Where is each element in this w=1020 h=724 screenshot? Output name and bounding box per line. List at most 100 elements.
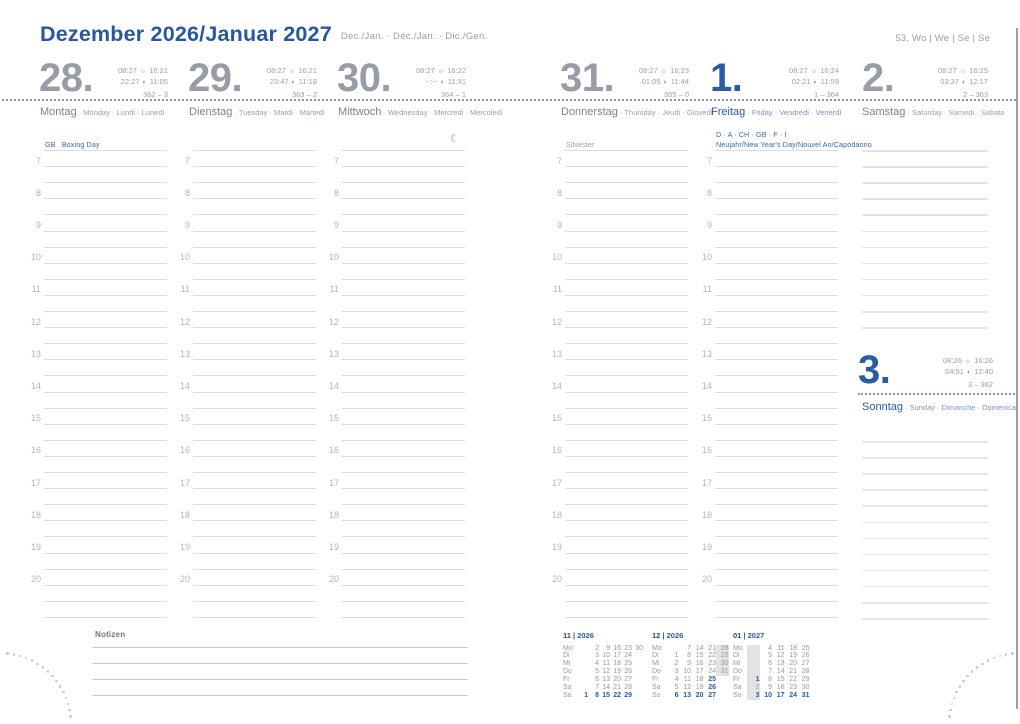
minical-date-cell: 16 xyxy=(776,684,785,691)
hour-rule-line xyxy=(44,391,167,393)
sunrise-time: 08:27 xyxy=(267,66,286,75)
minical-day-label: Fr xyxy=(652,676,659,684)
minical-date-cell: 13 xyxy=(602,676,610,684)
hour-rule-line xyxy=(715,311,838,312)
day-of-year-count: 365 – 0 xyxy=(663,90,689,99)
hour-rule-line xyxy=(565,584,688,586)
hour-rule-line xyxy=(44,616,167,618)
hour-rule-line xyxy=(342,504,465,506)
minical-date-cell xyxy=(577,645,588,653)
weekday-name-intl: · Saturday · Samedi · Sabato xyxy=(907,108,1005,117)
sun-icon: ☼ xyxy=(660,68,668,75)
minical-date-cell xyxy=(716,676,729,684)
hour-label: 20 xyxy=(701,574,712,585)
sunrise-time: 08:27 xyxy=(416,66,435,75)
corner-dot xyxy=(41,666,45,669)
hour-rule-line xyxy=(193,584,316,586)
minical-day-label: Mo xyxy=(652,644,662,652)
hour-rule-line xyxy=(44,375,167,377)
hour-label: 13 xyxy=(701,348,712,359)
minical-date-cell: 27 xyxy=(801,660,810,668)
hour-rule-line xyxy=(715,343,838,345)
hour-rule-line xyxy=(193,552,316,554)
minical-date-cell: 20 xyxy=(789,660,797,668)
moon-icon: ◐ xyxy=(663,79,668,86)
minical-day-label: Mi xyxy=(733,660,741,668)
corner-dot xyxy=(51,674,54,678)
moonset-time: 11:31 xyxy=(447,77,466,86)
hour-rule-line xyxy=(44,278,167,280)
moonset-time: 11:44 xyxy=(670,77,689,86)
hour-rule-line xyxy=(565,166,688,168)
minical-date-cell: 26 xyxy=(624,668,632,676)
hour-rule-line xyxy=(342,278,465,280)
minical-day-label: Mi xyxy=(652,660,660,668)
hour-rule-line xyxy=(715,150,838,151)
hour-rule-line xyxy=(193,407,316,409)
minical-date-cell: 17 xyxy=(776,691,785,699)
hour-label: 18 xyxy=(328,509,339,520)
hour-rule-line xyxy=(44,214,167,216)
hour-rule-line xyxy=(193,166,316,168)
corner-dot xyxy=(66,702,70,706)
moon-icon: ◐ xyxy=(291,79,296,86)
moonset-time: 11:18 xyxy=(298,77,317,86)
hour-rule-line xyxy=(565,246,688,248)
sun-moon-times: 08:26 ☼ 16:26 04:51 ◐ 12:40 3 – 362 xyxy=(860,356,993,390)
hour-label: 9 xyxy=(706,220,712,230)
minical-week-row: Mi 6 13 20 27 xyxy=(733,660,810,669)
hour-rule-line xyxy=(44,455,167,457)
minical-week-row: Do 5 12 19 26 xyxy=(563,668,643,676)
hour-rule-line xyxy=(193,214,316,216)
corner-dot xyxy=(62,690,65,694)
hour-label: 18 xyxy=(30,509,41,520)
minical-week-row: Di 3 10 17 24 xyxy=(563,652,643,660)
hour-rule-line xyxy=(342,391,465,393)
hour-label: 9 xyxy=(184,220,190,230)
minical-date-cell: 9 xyxy=(768,684,772,691)
hour-rule-line xyxy=(342,166,465,168)
hour-rule-line xyxy=(342,198,465,200)
minical-date-cell: 31 xyxy=(801,691,810,699)
ruled-line xyxy=(862,246,988,249)
hour-rule-line xyxy=(44,536,167,538)
minical-date-cell: 8 xyxy=(768,676,772,684)
minical-date-cell xyxy=(632,692,643,700)
minical-date-cell: 30 xyxy=(801,684,810,691)
hour-label: 16 xyxy=(551,445,562,456)
hour-rule-line xyxy=(342,262,465,264)
minical-week-row: Di 1 8 15 22 29 xyxy=(652,652,729,661)
minical-date-cell: 8 xyxy=(595,691,599,699)
hour-rule-line xyxy=(715,166,838,168)
minical-week-row: Mo 4 11 18 25 xyxy=(733,644,810,653)
hour-rule-line xyxy=(342,230,465,232)
day-number: 1. xyxy=(710,56,743,100)
minical-date-cell xyxy=(632,684,643,692)
ruled-line xyxy=(862,198,988,200)
minical-date-cell: 29 xyxy=(716,652,729,661)
hour-rule-line xyxy=(44,311,167,312)
hour-label: 17 xyxy=(551,477,562,488)
hour-label: 19 xyxy=(328,542,339,552)
minical-date-cell xyxy=(716,684,729,692)
day-number: 2. xyxy=(862,56,895,100)
hour-rule-line xyxy=(715,198,838,200)
minical-date-cell: 25 xyxy=(624,660,632,668)
hour-label: 15 xyxy=(30,413,41,424)
hour-rule-line xyxy=(565,311,688,312)
hour-label: 15 xyxy=(328,413,339,424)
corner-dot xyxy=(975,666,979,669)
hour-label: 17 xyxy=(701,477,712,488)
hour-rule-line xyxy=(565,391,688,393)
ruled-line xyxy=(862,521,988,523)
minical-date-cell: 30 xyxy=(635,644,643,652)
minical-date-cell: 26 xyxy=(801,652,810,660)
hour-label: 18 xyxy=(701,509,712,520)
minical-day-label: So xyxy=(652,691,661,699)
minical-date-cell: 3 xyxy=(595,652,599,660)
day-number: 28. xyxy=(39,56,94,100)
minical-day-label: Fr xyxy=(563,676,570,684)
minical-week-row: Sa 5 12 19 26 xyxy=(652,684,729,692)
hour-label: 12 xyxy=(30,316,41,327)
hour-label: 7 xyxy=(706,155,712,166)
